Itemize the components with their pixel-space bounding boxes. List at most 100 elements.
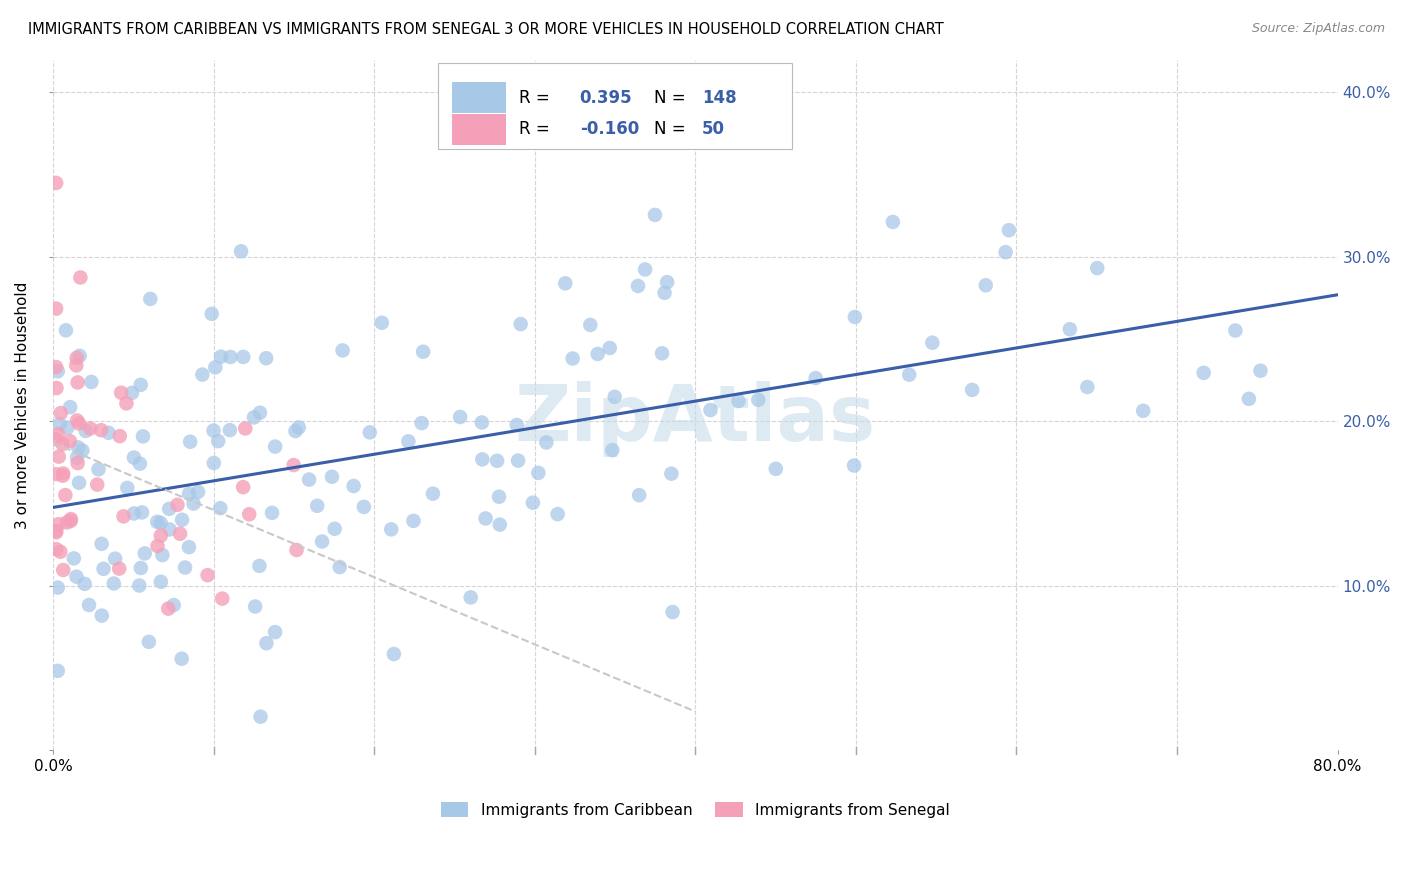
Point [536, 435, 558, 450]
Point [187, 484, 209, 499]
Point [128, 457, 150, 471]
Point [59, 514, 82, 528]
Point [209, 350, 232, 364]
Text: IMMIGRANTS FROM CARIBBEAN VS IMMIGRANTS FROM SENEGAL 3 OR MORE VEHICLES IN HOUSE: IMMIGRANTS FROM CARIBBEAN VS IMMIGRANTS … [28, 22, 943, 37]
Text: R =: R = [519, 120, 555, 138]
Point [163, 598, 186, 612]
Point [67, 441, 90, 455]
Point [402, 514, 425, 528]
Point [66, 450, 89, 465]
Point [131, 505, 153, 519]
Point [382, 647, 405, 661]
Point [311, 534, 333, 549]
Point [882, 215, 904, 229]
Point [45, 524, 67, 538]
FancyBboxPatch shape [439, 63, 792, 149]
Point [651, 346, 673, 360]
Point [87, 462, 110, 476]
Text: -0.160: -0.160 [579, 120, 638, 138]
Point [449, 409, 471, 424]
Point [49, 417, 72, 431]
Point [170, 513, 193, 527]
Point [152, 548, 174, 562]
Point [699, 403, 721, 417]
Point [79, 421, 101, 435]
Point [46, 664, 69, 678]
Point [59, 512, 82, 526]
Point [139, 292, 162, 306]
Point [471, 452, 494, 467]
Point [90, 537, 112, 551]
Point [287, 420, 309, 434]
Point [72, 443, 94, 458]
Point [45, 301, 67, 316]
Point [283, 458, 305, 472]
Point [506, 453, 529, 467]
Point [121, 385, 143, 400]
Point [52, 468, 75, 483]
Point [149, 528, 172, 542]
Point [52, 437, 75, 451]
Point [177, 486, 200, 500]
Point [586, 347, 609, 361]
Point [727, 394, 749, 409]
Point [45, 542, 67, 557]
Point [747, 392, 769, 407]
Text: ZipAtlas: ZipAtlas [515, 381, 876, 457]
Point [218, 423, 240, 437]
Point [1237, 392, 1260, 406]
Point [627, 279, 650, 293]
Point [122, 507, 145, 521]
Point [765, 462, 787, 476]
Point [599, 341, 621, 355]
Point [55, 323, 77, 337]
Point [45, 432, 67, 446]
Point [45, 360, 67, 375]
Point [342, 479, 364, 493]
Point [90, 423, 112, 437]
Point [49, 406, 72, 420]
Point [80, 375, 103, 389]
Text: Source: ZipAtlas.com: Source: ZipAtlas.com [1251, 22, 1385, 36]
Point [45, 176, 67, 190]
Point [97, 425, 120, 440]
Point [243, 599, 266, 614]
Point [46, 427, 69, 442]
Point [48, 517, 70, 532]
Point [329, 560, 352, 574]
Point [804, 371, 827, 385]
Point [264, 440, 287, 454]
Point [183, 497, 205, 511]
Point [661, 605, 683, 619]
Point [197, 568, 219, 582]
Point [66, 351, 89, 365]
Point [579, 318, 602, 332]
Point [844, 310, 866, 324]
Point [46, 364, 69, 378]
Point [170, 651, 193, 665]
Point [112, 509, 135, 524]
Point [138, 635, 160, 649]
Point [654, 285, 676, 300]
Point [66, 413, 89, 427]
Text: N =: N = [654, 88, 686, 106]
Point [65, 570, 87, 584]
Point [49, 545, 72, 559]
Point [321, 469, 343, 483]
Point [66, 376, 89, 390]
Point [149, 574, 172, 589]
Point [73, 577, 96, 591]
Point [122, 450, 145, 465]
Point [380, 522, 402, 536]
Point [46, 581, 69, 595]
Legend: Immigrants from Caribbean, Immigrants from Senegal: Immigrants from Caribbean, Immigrants fr… [434, 796, 956, 823]
Point [202, 424, 225, 438]
Point [45, 467, 67, 482]
Point [285, 543, 308, 558]
Point [56, 516, 79, 530]
Point [52, 467, 75, 481]
Point [249, 710, 271, 724]
Point [204, 360, 226, 375]
Point [974, 278, 997, 293]
Point [842, 458, 865, 473]
